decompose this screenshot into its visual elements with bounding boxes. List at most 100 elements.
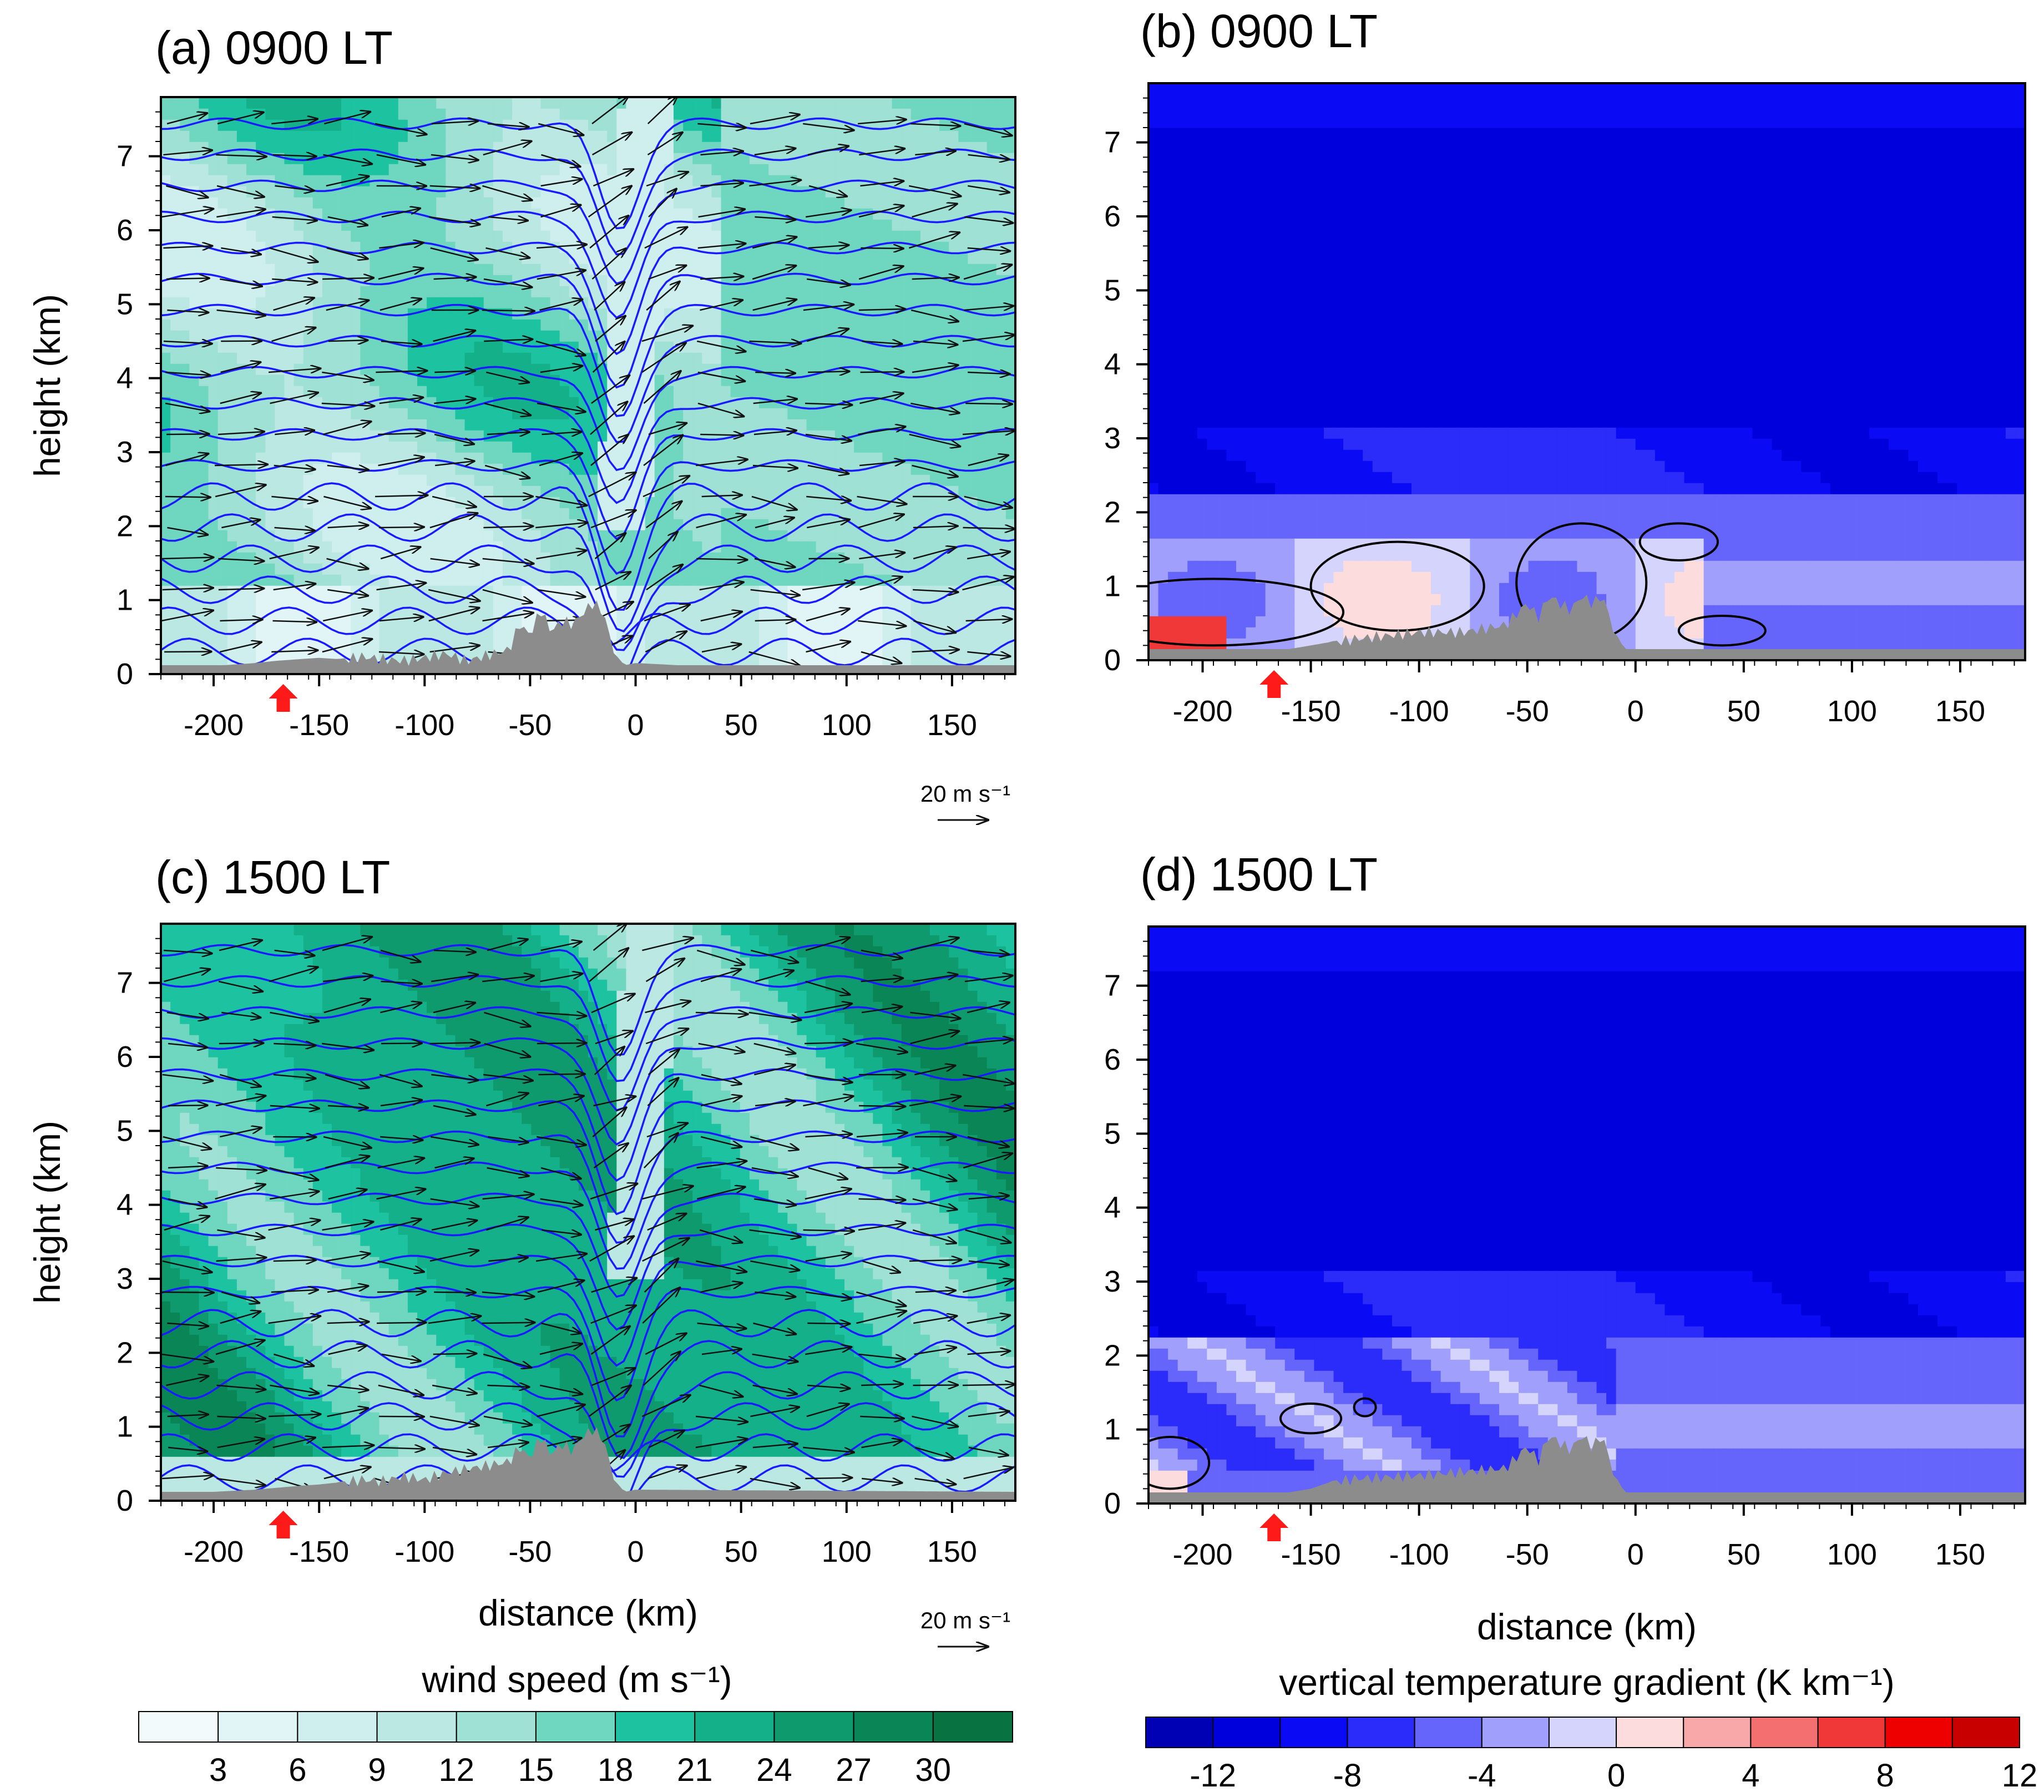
panel-c-wind-vector [327, 1384, 368, 1390]
panel-c-wind-vector [750, 1136, 798, 1150]
panel-c-wind-vector [168, 1044, 207, 1047]
panel-c-wind-vector [219, 940, 262, 951]
panel-c-wind-vector [861, 1441, 902, 1449]
panel-a-wind-vector [482, 589, 532, 603]
panel-a-wind-vector [535, 495, 586, 505]
panel-c-wind-vector [967, 1003, 1009, 1014]
panel-c-wind-vector [645, 1001, 690, 1014]
panel-a-wind-vector [858, 206, 903, 218]
panel-c-wind-vector [221, 1291, 259, 1303]
panel-a-wind-vector [913, 526, 957, 528]
panel-a-location-marker [269, 684, 298, 712]
panel-a-wind-vector [963, 528, 1015, 529]
panel-c-wind-vector [965, 1229, 1010, 1243]
panel-c-wind-vector [327, 1106, 368, 1108]
panel-c-wind-vector [805, 1189, 851, 1200]
panel-c-wind-vector [808, 1167, 847, 1179]
panel-c-wind-vector [914, 1348, 956, 1355]
panel-a-wind-vector [967, 552, 1009, 560]
panel-a-wind-vector [858, 620, 905, 626]
panel-c-wind-vector [912, 1415, 958, 1426]
panel-c-xtick-label: 150 [927, 1535, 977, 1568]
panel-a-reference-vector: 20 m s⁻¹ [920, 781, 1010, 820]
panel-c-wind-vector [752, 1444, 797, 1447]
panel-b-ytick-label: 3 [1104, 422, 1121, 455]
panel-c-wind-vector [803, 1446, 853, 1452]
panel-a-wind-vector [273, 298, 314, 311]
panel-a-wind-vector [913, 590, 958, 592]
panel-a-ytick-label: 7 [117, 140, 133, 173]
panel-c-wind-vector [219, 1043, 263, 1044]
panel-a-wind-vector [962, 335, 1014, 342]
panel-a-wind-vector [322, 611, 371, 622]
panel-c-wind-vector [594, 1047, 624, 1075]
panel-c-isentrope [161, 1254, 1015, 1367]
panel-d-location-marker [1259, 1513, 1289, 1541]
panel-c-wind-vector [541, 1322, 580, 1333]
panel-a-wind-vector [644, 605, 689, 622]
panel-a-wind-vector [273, 584, 315, 591]
panel-c-wind-vector [967, 1351, 1010, 1354]
panel-c-wind-vector [273, 1260, 316, 1261]
panel-a-wind-vector [167, 310, 208, 312]
panel-c-wind-vector [642, 1352, 680, 1386]
panel-a-wind-vector [485, 247, 529, 258]
panel-c-wind-vector [750, 1260, 799, 1270]
panel-d-ytick-label: 4 [1104, 1191, 1121, 1224]
panel-c-wind-vector [432, 1384, 476, 1393]
panel-a-wind-vector [433, 277, 476, 279]
panel-a-wind-vector [539, 300, 581, 311]
panel-a-ytick-label: 6 [117, 214, 133, 247]
panel-a-wind-vector [221, 520, 260, 529]
panel-c-wind-vector [538, 1074, 584, 1075]
panel-c-xtick-label: -150 [289, 1535, 349, 1568]
panel-a-wind-vector [166, 278, 209, 279]
panel-b-terrain [1149, 594, 2025, 660]
panel-a-wind-vector [326, 558, 368, 569]
panel-d-terrain [1149, 1436, 2025, 1504]
colorbar-wind-swatch [138, 1711, 219, 1743]
panel-c-isentrope [161, 1285, 1015, 1402]
panel-c-wind-vector [162, 1260, 211, 1272]
panel-a-xtick-label: -200 [184, 708, 244, 742]
panel-a-wind-vector [802, 583, 854, 591]
panel-a-isentrope [161, 513, 1015, 632]
panel-c-wind-vector [858, 1199, 905, 1200]
panel-c-wind-vector [271, 1290, 317, 1292]
panel-c-wind-vector [486, 1217, 528, 1231]
panel-a-wind-vector [755, 620, 795, 621]
panel-c-wind-vector [487, 1167, 529, 1176]
panel-b-ytick-label: 6 [1104, 200, 1121, 233]
panel-a-wind-vector [484, 402, 530, 415]
panel-a-wind-vector [754, 149, 795, 156]
panel-a-wind-vector [487, 124, 528, 127]
panel-a-wind-vector [274, 465, 315, 469]
panel-a-wind-vector [807, 464, 848, 474]
panel-c-wind-vector [429, 1415, 479, 1425]
panel-a-wind-vector [964, 306, 1013, 310]
panel-c-wind-vector [856, 1167, 907, 1168]
panel-c-wind-vector [700, 1136, 741, 1147]
colorbar-gradient-swatch [1548, 1717, 1617, 1748]
panel-a-wind-vector [967, 248, 1010, 251]
panel-a-ytick-label: 1 [117, 584, 133, 617]
panel-a-wind-vector [697, 402, 743, 416]
panel-a-wind-vector [805, 433, 851, 441]
panel-c-wind-vector [804, 1074, 852, 1082]
panel-c-wind-vector [322, 1042, 373, 1050]
panel-a-wind-vector [430, 558, 479, 565]
panel-a-wind-vector [805, 403, 852, 405]
panel-c-wind-vector [963, 1467, 1013, 1480]
panel-c-wind-vector [805, 1347, 851, 1355]
panel-d-ytick-label: 5 [1104, 1117, 1121, 1150]
panel-a-wind-vector [912, 204, 957, 218]
panel-a-wind-vector [216, 155, 266, 156]
panel-a-isentrope [161, 117, 1015, 230]
panel-c-wind-vector [748, 1011, 801, 1020]
panel-c-wind-vector [593, 1143, 628, 1169]
colorbar-gradient-swatch [1817, 1717, 1886, 1748]
panel-b-zero-contour [1677, 615, 1767, 647]
panel-c-wind-vector [915, 1290, 955, 1292]
panel-c-wind-vector [327, 1322, 368, 1323]
panel-c-ytick-label: 3 [117, 1262, 133, 1295]
